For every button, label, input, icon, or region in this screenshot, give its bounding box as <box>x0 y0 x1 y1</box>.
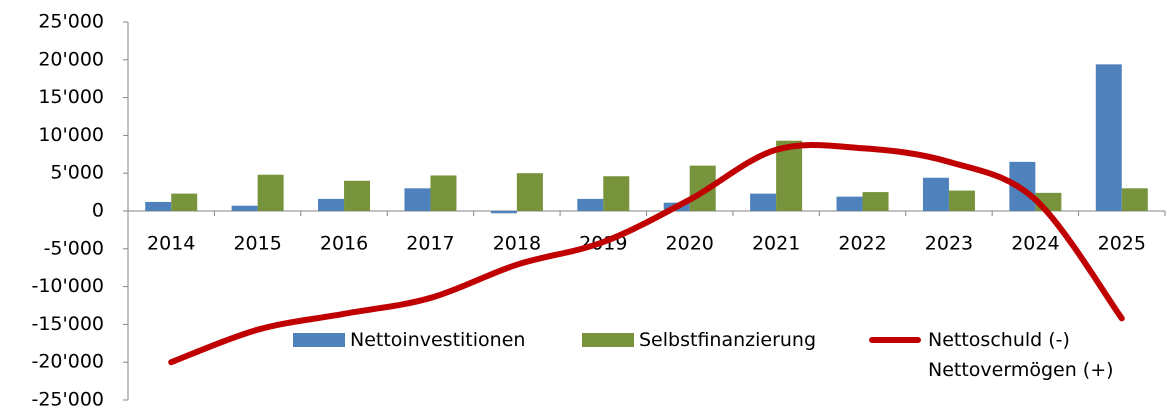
x-tick-label: 2021 <box>752 233 800 255</box>
bar <box>516 173 543 211</box>
y-tick-label: -25'000 <box>31 389 104 407</box>
bar <box>257 174 284 211</box>
bar <box>344 180 371 211</box>
y-tick-label: -20'000 <box>31 351 104 373</box>
y-tick-label: -10'000 <box>31 275 104 297</box>
bar <box>1095 64 1122 211</box>
x-tick-label: 2020 <box>666 233 714 255</box>
bar <box>836 196 863 211</box>
y-tick-label: 0 <box>92 200 104 222</box>
legend-label: Nettoschuld (-) Nettovermögen (+) <box>928 329 1114 381</box>
bar <box>862 192 889 211</box>
x-tick-label: 2025 <box>1098 233 1146 255</box>
bar <box>231 205 258 211</box>
bar <box>750 193 777 211</box>
x-tick-label: 2023 <box>925 233 973 255</box>
bar <box>490 211 517 214</box>
x-tick-label: 2022 <box>838 233 886 255</box>
y-tick-label: 5'000 <box>50 162 104 184</box>
legend-label: Selbstfinanzierung <box>639 329 817 351</box>
y-tick-label: -15'000 <box>31 313 104 335</box>
legend-label: Nettoinvestitionen <box>350 329 526 351</box>
x-tick-label: 2018 <box>493 233 541 255</box>
bar <box>318 198 345 211</box>
bar <box>145 201 172 211</box>
legend-swatch <box>582 333 634 347</box>
x-tick-label: 2016 <box>320 233 368 255</box>
legend-swatch <box>869 337 921 343</box>
x-tick-label: 2017 <box>406 233 454 255</box>
y-tick-label: 10'000 <box>38 124 104 146</box>
y-tick-label: 15'000 <box>38 86 104 108</box>
x-tick-label: 2024 <box>1011 233 1059 255</box>
bar <box>603 176 630 211</box>
x-tick-label: 2015 <box>233 233 281 255</box>
line-series <box>168 141 1125 366</box>
bar <box>776 140 803 211</box>
bar <box>922 177 949 211</box>
bar <box>430 175 457 211</box>
bar <box>948 190 975 211</box>
bar <box>404 188 431 211</box>
y-tick-label: -5'000 <box>44 237 104 259</box>
bar <box>577 198 604 211</box>
y-tick-label: 25'000 <box>38 11 104 33</box>
y-tick-label: 20'000 <box>38 48 104 70</box>
bar <box>1121 188 1148 211</box>
bar <box>171 193 198 211</box>
legend-swatch <box>293 333 345 347</box>
x-tick-label: 2014 <box>147 233 195 255</box>
